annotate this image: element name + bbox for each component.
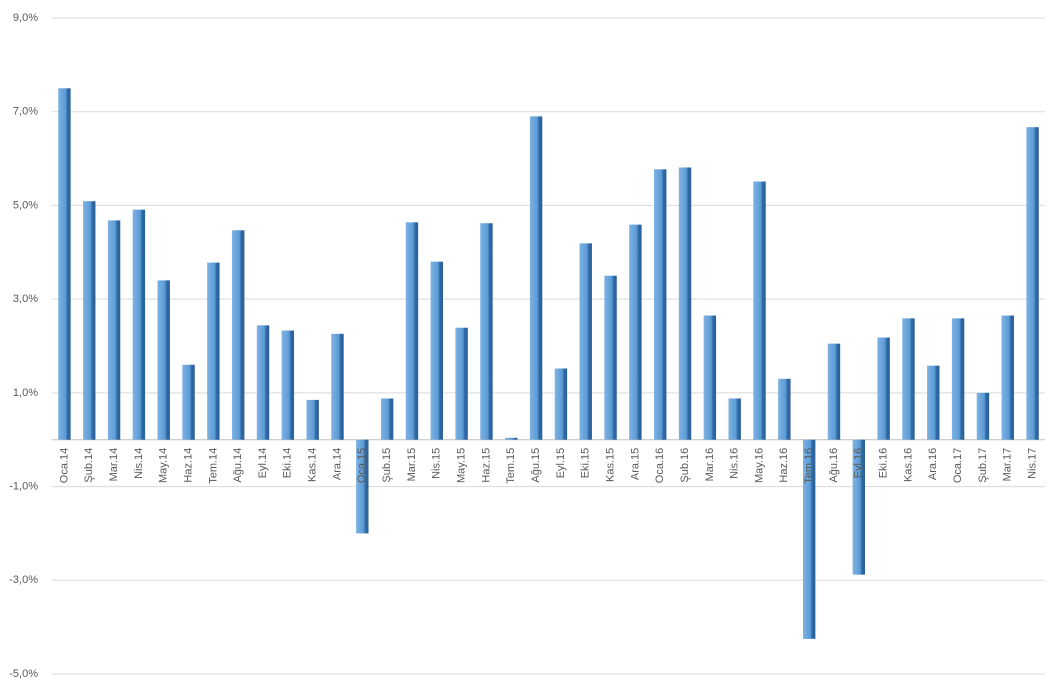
bar	[480, 223, 493, 440]
x-tick-label: Eyl.15	[555, 448, 567, 479]
bar	[256, 325, 270, 440]
x-tick-label: Oca.17	[952, 448, 964, 483]
x-tick-label: Ağu.14	[232, 448, 244, 483]
bar	[207, 262, 220, 440]
x-tick-label: Eyl.16	[853, 448, 865, 479]
bar	[405, 222, 419, 440]
x-tick-label: Eki.15	[580, 448, 592, 479]
x-tick-label: Kas.15	[604, 448, 616, 482]
bar	[654, 169, 667, 440]
bar	[107, 220, 121, 440]
bar	[1026, 127, 1039, 440]
x-tick-label: Nis.14	[133, 448, 145, 479]
bar	[927, 365, 940, 440]
bar	[579, 243, 592, 440]
x-tick-label: Nis.17	[1026, 448, 1038, 479]
x-tick-label: Şub.15	[381, 448, 393, 483]
bar	[976, 392, 990, 440]
y-tick-label: 3,0%	[13, 293, 38, 305]
x-tick-label: Haz.14	[182, 448, 194, 483]
x-tick-label: May.15	[456, 448, 468, 483]
x-tick-label: May.16	[753, 448, 765, 483]
bar	[554, 368, 568, 440]
x-tick-label: Ara.14	[331, 448, 343, 480]
x-tick-label: Ara.15	[629, 448, 641, 480]
y-tick-label: -1,0%	[9, 480, 38, 492]
x-tick-label: Mar.16	[704, 448, 716, 482]
bar	[604, 275, 617, 440]
bar	[380, 398, 394, 440]
x-tick-label: Haz.15	[480, 448, 492, 483]
bar	[852, 439, 866, 575]
x-tick-label: Mar.17	[1002, 448, 1014, 482]
y-tick-label: -3,0%	[9, 574, 38, 586]
x-tick-label: Mar.14	[108, 448, 120, 482]
x-tick-label: Kas.14	[307, 448, 319, 482]
y-tick-label: 9,0%	[13, 12, 38, 24]
x-tick-label: Ara.16	[927, 448, 939, 480]
bar	[132, 209, 146, 440]
x-tick-label: Şub.16	[679, 448, 691, 483]
bar	[1001, 315, 1014, 440]
x-tick-label: Haz.16	[778, 448, 790, 483]
x-tick-label: Tem.14	[207, 448, 219, 484]
bar	[281, 330, 295, 440]
x-tick-label: Eyl.14	[257, 448, 269, 479]
x-tick-label: Ağu.16	[828, 448, 840, 483]
x-tick-label: Şub.14	[83, 448, 95, 483]
y-tick-label: 7,0%	[13, 106, 38, 118]
x-tick-label: Oca.15	[356, 448, 368, 483]
x-tick-label: Tem.15	[505, 448, 517, 484]
y-tick-label: 5,0%	[13, 199, 38, 211]
bar	[678, 167, 692, 440]
bar	[157, 280, 170, 440]
x-tick-label: Nis.15	[431, 448, 443, 479]
bar	[58, 88, 71, 440]
bar	[753, 181, 766, 440]
y-tick-label: 1,0%	[13, 387, 38, 399]
bar	[951, 318, 965, 440]
bar	[629, 224, 642, 440]
bar	[802, 439, 816, 639]
x-tick-label: Eki.14	[282, 448, 294, 479]
bar	[827, 343, 841, 440]
bar	[306, 399, 319, 440]
bar	[356, 439, 369, 534]
y-tick-label: -5,0%	[9, 668, 38, 680]
x-tick-label: Tem.16	[803, 448, 815, 484]
bar	[877, 337, 890, 440]
x-tick-label: Oca.14	[58, 448, 70, 483]
bar	[455, 327, 468, 440]
x-tick-label: May.14	[158, 448, 170, 483]
x-tick-label: Eki.16	[878, 448, 890, 479]
bar	[331, 333, 344, 440]
bar	[231, 230, 245, 440]
bar	[83, 201, 96, 440]
bar	[430, 261, 443, 440]
x-tick-label: Nis.16	[729, 448, 741, 479]
bar	[703, 315, 717, 440]
bar	[778, 378, 791, 440]
x-tick-label: Mar.15	[406, 448, 418, 482]
bar	[505, 437, 518, 440]
bar	[182, 364, 195, 440]
bar	[728, 398, 741, 440]
bar	[529, 116, 543, 440]
x-tick-label: Şub.17	[977, 448, 989, 483]
x-tick-label: Ağu.15	[530, 448, 542, 483]
x-tick-label: Kas.16	[902, 448, 914, 482]
bar	[902, 318, 915, 440]
x-tick-label: Oca.16	[654, 448, 666, 483]
